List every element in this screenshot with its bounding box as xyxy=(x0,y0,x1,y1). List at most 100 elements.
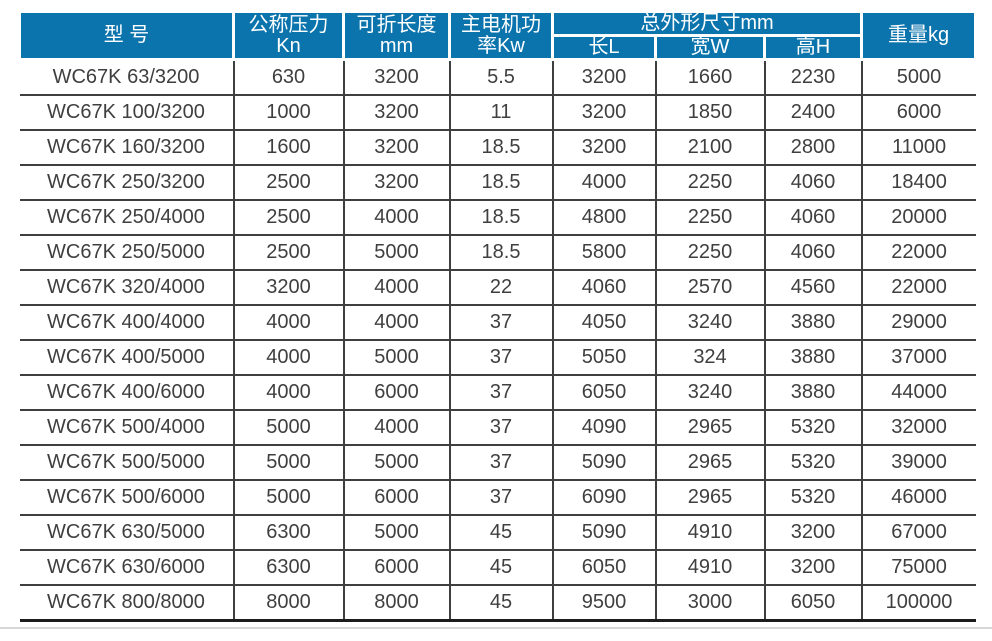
table-row: WC67K 63/3200 630 3200 5.5 3200 1660 223… xyxy=(19,59,976,96)
table-row: WC67K 400/6000 4000 6000 37 6050 3240 38… xyxy=(19,375,976,411)
table-row: WC67K 100/3200 1000 3200 11 3200 1850 24… xyxy=(19,95,976,131)
table-row: WC67K 160/3200 1600 3200 18.5 3200 2100 … xyxy=(19,130,976,166)
col-header-dim-length: 长L xyxy=(551,34,657,61)
cell-motor-power: 18.5 xyxy=(449,200,554,236)
cell-dim-height: 3200 xyxy=(764,550,863,586)
cell-model: WC67K 630/5000 xyxy=(19,515,235,551)
cell-model: WC67K 400/5000 xyxy=(19,340,235,376)
cell-dim-width: 3000 xyxy=(655,585,766,622)
cell-pressure: 4000 xyxy=(233,375,345,411)
cell-dim-width: 2250 xyxy=(655,235,766,271)
cell-dim-height: 3880 xyxy=(764,375,863,411)
cell-pressure: 630 xyxy=(233,59,345,96)
cell-weight: 32000 xyxy=(861,410,976,446)
cell-dim-width: 1850 xyxy=(655,95,766,131)
cell-fold-length: 5000 xyxy=(343,340,451,376)
col-header-weight: 重量kg xyxy=(860,10,978,61)
col-header-pressure-line1: 公称压力 xyxy=(248,13,329,36)
cell-weight: 100000 xyxy=(861,585,976,622)
cell-dim-width: 2965 xyxy=(655,445,766,481)
cell-fold-length: 3200 xyxy=(343,130,451,166)
cell-dim-height: 3880 xyxy=(764,340,863,376)
cell-weight: 6000 xyxy=(861,95,976,131)
cell-dim-height: 2400 xyxy=(764,95,863,131)
cell-pressure: 1600 xyxy=(233,130,345,166)
cell-dim-length: 3200 xyxy=(552,95,657,131)
cell-dim-length: 6050 xyxy=(552,550,657,586)
cell-motor-power: 45 xyxy=(449,585,554,622)
cell-fold-length: 5000 xyxy=(343,445,451,481)
cell-dim-height: 4060 xyxy=(764,235,863,271)
cell-fold-length: 5000 xyxy=(343,515,451,551)
cell-pressure: 8000 xyxy=(233,585,345,622)
col-header-fold-length-line1: 可折长度 xyxy=(356,13,437,36)
cell-dim-length: 5050 xyxy=(552,340,657,376)
cell-motor-power: 22 xyxy=(449,270,554,306)
cell-weight: 75000 xyxy=(861,550,976,586)
cell-model: WC67K 320/4000 xyxy=(19,270,235,306)
cell-fold-length: 5000 xyxy=(343,235,451,271)
cell-pressure: 5000 xyxy=(233,445,345,481)
cell-weight: 37000 xyxy=(861,340,976,376)
cell-motor-power: 37 xyxy=(449,305,554,341)
col-header-dim-height: 高H xyxy=(762,34,864,61)
cell-motor-power: 5.5 xyxy=(449,59,554,96)
table-row: WC67K 500/4000 5000 4000 37 4090 2965 53… xyxy=(19,410,976,446)
page-bottom-rule xyxy=(0,627,992,629)
cell-dim-length: 5090 xyxy=(552,515,657,551)
cell-model: WC67K 250/4000 xyxy=(19,200,235,236)
cell-pressure: 5000 xyxy=(233,480,345,516)
cell-dim-height: 2800 xyxy=(764,130,863,166)
cell-model: WC67K 500/6000 xyxy=(19,480,235,516)
cell-dim-height: 5320 xyxy=(764,410,863,446)
cell-model: WC67K 800/8000 xyxy=(19,585,235,622)
cell-dim-length: 6090 xyxy=(552,480,657,516)
table-row: WC67K 250/4000 2500 4000 18.5 4800 2250 … xyxy=(19,200,976,236)
cell-dim-width: 4910 xyxy=(655,550,766,586)
cell-motor-power: 37 xyxy=(449,445,554,481)
table-row: WC67K 800/8000 8000 8000 45 9500 3000 60… xyxy=(19,585,976,622)
table-row: WC67K 500/5000 5000 5000 37 5090 2965 53… xyxy=(19,445,976,481)
cell-pressure: 5000 xyxy=(233,410,345,446)
cell-dim-length: 4090 xyxy=(552,410,657,446)
cell-weight: 44000 xyxy=(861,375,976,411)
cell-dim-length: 5800 xyxy=(552,235,657,271)
cell-dim-length: 4000 xyxy=(552,165,657,201)
cell-dim-width: 2570 xyxy=(655,270,766,306)
cell-weight: 22000 xyxy=(861,235,976,271)
cell-model: WC67K 400/6000 xyxy=(19,375,235,411)
cell-dim-height: 6050 xyxy=(764,585,863,622)
cell-fold-length: 8000 xyxy=(343,585,451,622)
table-row: WC67K 630/6000 6300 6000 45 6050 4910 32… xyxy=(19,550,976,586)
table-row: WC67K 250/3200 2500 3200 18.5 4000 2250 … xyxy=(19,165,976,201)
cell-motor-power: 37 xyxy=(449,375,554,411)
col-header-fold-length-line2: mm xyxy=(379,34,414,57)
cell-dim-length: 5090 xyxy=(552,445,657,481)
table-row: WC67K 630/5000 6300 5000 45 5090 4910 32… xyxy=(19,515,976,551)
cell-fold-length: 3200 xyxy=(343,59,451,96)
table-row: WC67K 250/5000 2500 5000 18.5 5800 2250 … xyxy=(19,235,976,271)
cell-weight: 20000 xyxy=(861,200,976,236)
col-header-dim-width: 宽W xyxy=(654,34,766,61)
cell-weight: 5000 xyxy=(861,59,976,96)
cell-pressure: 6300 xyxy=(233,515,345,551)
cell-weight: 11000 xyxy=(861,130,976,166)
cell-motor-power: 37 xyxy=(449,410,554,446)
table-body: WC67K 63/3200 630 3200 5.5 3200 1660 223… xyxy=(19,59,976,622)
cell-dim-width: 1660 xyxy=(655,59,766,96)
cell-pressure: 1000 xyxy=(233,95,345,131)
col-header-pressure-line2: Kn xyxy=(276,34,301,57)
cell-motor-power: 18.5 xyxy=(449,130,554,166)
cell-model: WC67K 100/3200 xyxy=(19,95,235,131)
cell-model: WC67K 160/3200 xyxy=(19,130,235,166)
cell-motor-power: 18.5 xyxy=(449,165,554,201)
cell-motor-power: 45 xyxy=(449,550,554,586)
cell-motor-power: 45 xyxy=(449,515,554,551)
cell-dim-length: 4060 xyxy=(552,270,657,306)
cell-dim-height: 3880 xyxy=(764,305,863,341)
table-header: 型 号 公称压力 Kn 可折长度 mm 主电机功 率Kw 总外形尺寸mm 重量k… xyxy=(18,10,978,61)
col-header-fold-length: 可折长度 mm xyxy=(342,10,451,61)
cell-model: WC67K 500/4000 xyxy=(19,410,235,446)
cell-motor-power: 11 xyxy=(449,95,554,131)
